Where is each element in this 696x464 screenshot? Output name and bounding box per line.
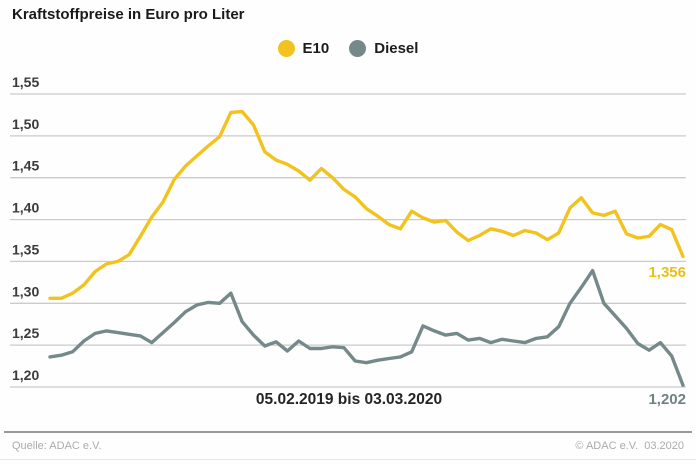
series-layer [48, 109, 685, 387]
y-tick-label: 1,55 [12, 74, 39, 90]
source-note: Quelle: ADAC e.V. [12, 440, 102, 452]
y-tick-label: 1,50 [12, 116, 39, 132]
legend-item-diesel: Diesel [349, 40, 418, 57]
y-tick-label: 1,30 [12, 283, 39, 299]
e10-legend-label: E10 [302, 40, 330, 57]
footer: Quelle: ADAC e.V. © ADAC e.V. 03.2020 [12, 440, 684, 452]
diesel-end-value-label: 1,202 [648, 391, 686, 408]
e10-legend-dot-icon [277, 40, 295, 57]
diesel-price-line [48, 268, 685, 387]
y-tick-label: 1,25 [12, 325, 39, 341]
card-bottom-edge [0, 459, 696, 460]
diesel-legend-dot-icon [349, 40, 367, 57]
y-tick-label: 1,45 [12, 158, 39, 174]
y-tick-label: 1,35 [12, 241, 39, 257]
e10-price-line [48, 109, 685, 300]
grid-layer: 1,55 1,50 1,45 1,40 1,35 1,30 1,25 1,20 [10, 74, 686, 388]
y-tick-label: 1,20 [12, 367, 39, 383]
x-axis-date-range-label: 05.02.2019 bis 03.03.2020 [256, 391, 442, 408]
y-tick-label: 1,40 [12, 200, 39, 216]
line-chart-canvas: 1,55 1,50 1,45 1,40 1,35 1,30 1,25 1,20 1,356 1… [10, 74, 686, 408]
legend-item-e10: E10 [277, 40, 330, 57]
diesel-legend-label: Diesel [374, 40, 419, 57]
footer-divider [4, 431, 692, 433]
chart-title: Kraftstoffpreise in Euro pro Liter [12, 6, 245, 23]
chart-legend: E10 Diesel [0, 40, 696, 57]
e10-end-value-label: 1,356 [648, 264, 686, 281]
copyright-note: © ADAC e.V. 03.2020 [575, 440, 684, 452]
